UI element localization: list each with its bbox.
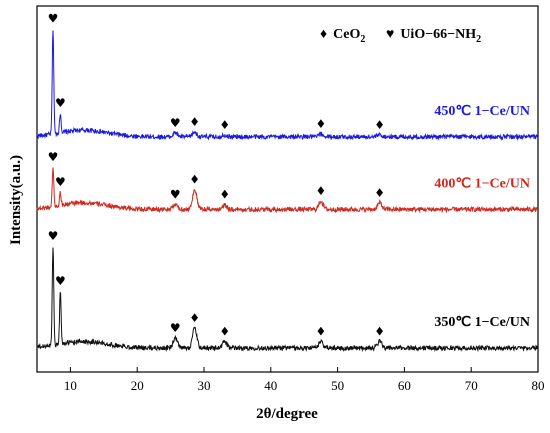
y-axis-title: Intensity(a.u.) — [8, 155, 24, 245]
peak-marker-2-1: ♥ — [55, 274, 66, 288]
peak-marker-0-5: ♦ — [316, 117, 327, 131]
series-line-2 — [36, 247, 539, 353]
legend-uio: ♥ UiO−66−NH2 — [386, 27, 481, 45]
series-line-0 — [36, 30, 538, 142]
x-tick-label-70: 70 — [465, 378, 478, 393]
series-labels: 450℃ 1−Ce/UN 400℃ 1−Ce/UN 350℃ 1−Ce/UN — [434, 104, 530, 330]
peak-marker-0-4: ♦ — [219, 118, 230, 132]
legend-uio-label: UiO−66−NH — [400, 27, 476, 42]
legend-ceo2-subscript: 2 — [360, 34, 365, 45]
legend-ceo2: ♦ CeO2 — [320, 27, 365, 45]
x-axis: 10 20 30 40 50 60 70 80 — [64, 367, 545, 393]
x-tick-label-40: 40 — [264, 378, 277, 393]
x-tick-label-30: 30 — [198, 378, 211, 393]
peak-marker-1-5: ♦ — [316, 184, 327, 198]
peak-marker-2-4: ♦ — [219, 324, 230, 338]
series-label-0: 450℃ 1−Ce/UN — [434, 104, 530, 119]
x-tick-label-20: 20 — [131, 378, 144, 393]
peak-marker-2-2: ♥ — [170, 321, 181, 335]
peak-marker-1-4: ♦ — [219, 187, 230, 201]
peak-marker-1-2: ♥ — [170, 187, 181, 201]
peak-marker-1-6: ♦ — [374, 186, 385, 200]
peak-marker-2-5: ♦ — [316, 324, 327, 338]
peak-marker-0-2: ♥ — [170, 116, 181, 130]
legend-uio-symbol: ♥ — [386, 27, 394, 42]
legend-ceo2-symbol: ♦ — [320, 27, 327, 42]
legend: ♦ CeO2 ♥ UiO−66−NH2 — [320, 27, 481, 45]
peak-marker-2-0: ♥ — [48, 229, 59, 243]
peak-marker-0-6: ♦ — [374, 118, 385, 132]
legend-ceo2-label: CeO — [333, 27, 360, 42]
series-label-2: 350℃ 1−Ce/UN — [434, 315, 530, 330]
x-tick-label-50: 50 — [331, 378, 344, 393]
legend-uio-subscript: 2 — [476, 34, 481, 45]
x-axis-title: 2θ/degree — [256, 406, 318, 422]
peak-marker-0-0: ♥ — [48, 11, 59, 25]
peak-marker-2-6: ♦ — [374, 324, 385, 338]
plot-frame — [36, 5, 539, 373]
series-layer — [36, 30, 539, 353]
x-tick-label-60: 60 — [398, 378, 411, 393]
peak-marker-1-0: ♥ — [48, 150, 59, 164]
series-label-1: 400℃ 1−Ce/UN — [434, 176, 530, 191]
peak-marker-2-3: ♦ — [189, 311, 200, 325]
x-tick-label-80: 80 — [532, 378, 545, 393]
peak-marker-1-1: ♥ — [55, 175, 66, 189]
x-tick-label-10: 10 — [64, 378, 77, 393]
peak-marker-0-3: ♦ — [189, 115, 200, 129]
series-line-1 — [36, 167, 539, 214]
peak-marker-1-3: ♦ — [189, 173, 200, 187]
marker-layer: ♥ ♥ ♥ ♦ ♦ ♦ ♦ ♥ ♥ ♥ ♦ ♦ ♦ ♦ ♥ ♥ ♥ ♦ ♦ ♦ ♦ — [48, 11, 385, 338]
peak-marker-0-1: ♥ — [55, 96, 66, 110]
